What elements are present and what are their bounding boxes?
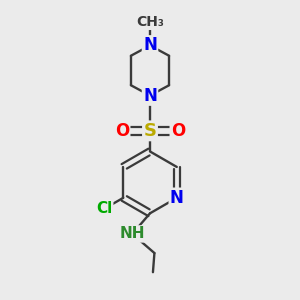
Text: NH: NH <box>120 226 145 242</box>
Text: N: N <box>143 37 157 55</box>
Text: CH₃: CH₃ <box>136 15 164 29</box>
Text: O: O <box>115 122 129 140</box>
Text: N: N <box>170 189 184 207</box>
Text: O: O <box>171 122 185 140</box>
Text: Cl: Cl <box>96 201 112 216</box>
Text: N: N <box>143 86 157 104</box>
Text: S: S <box>143 122 157 140</box>
